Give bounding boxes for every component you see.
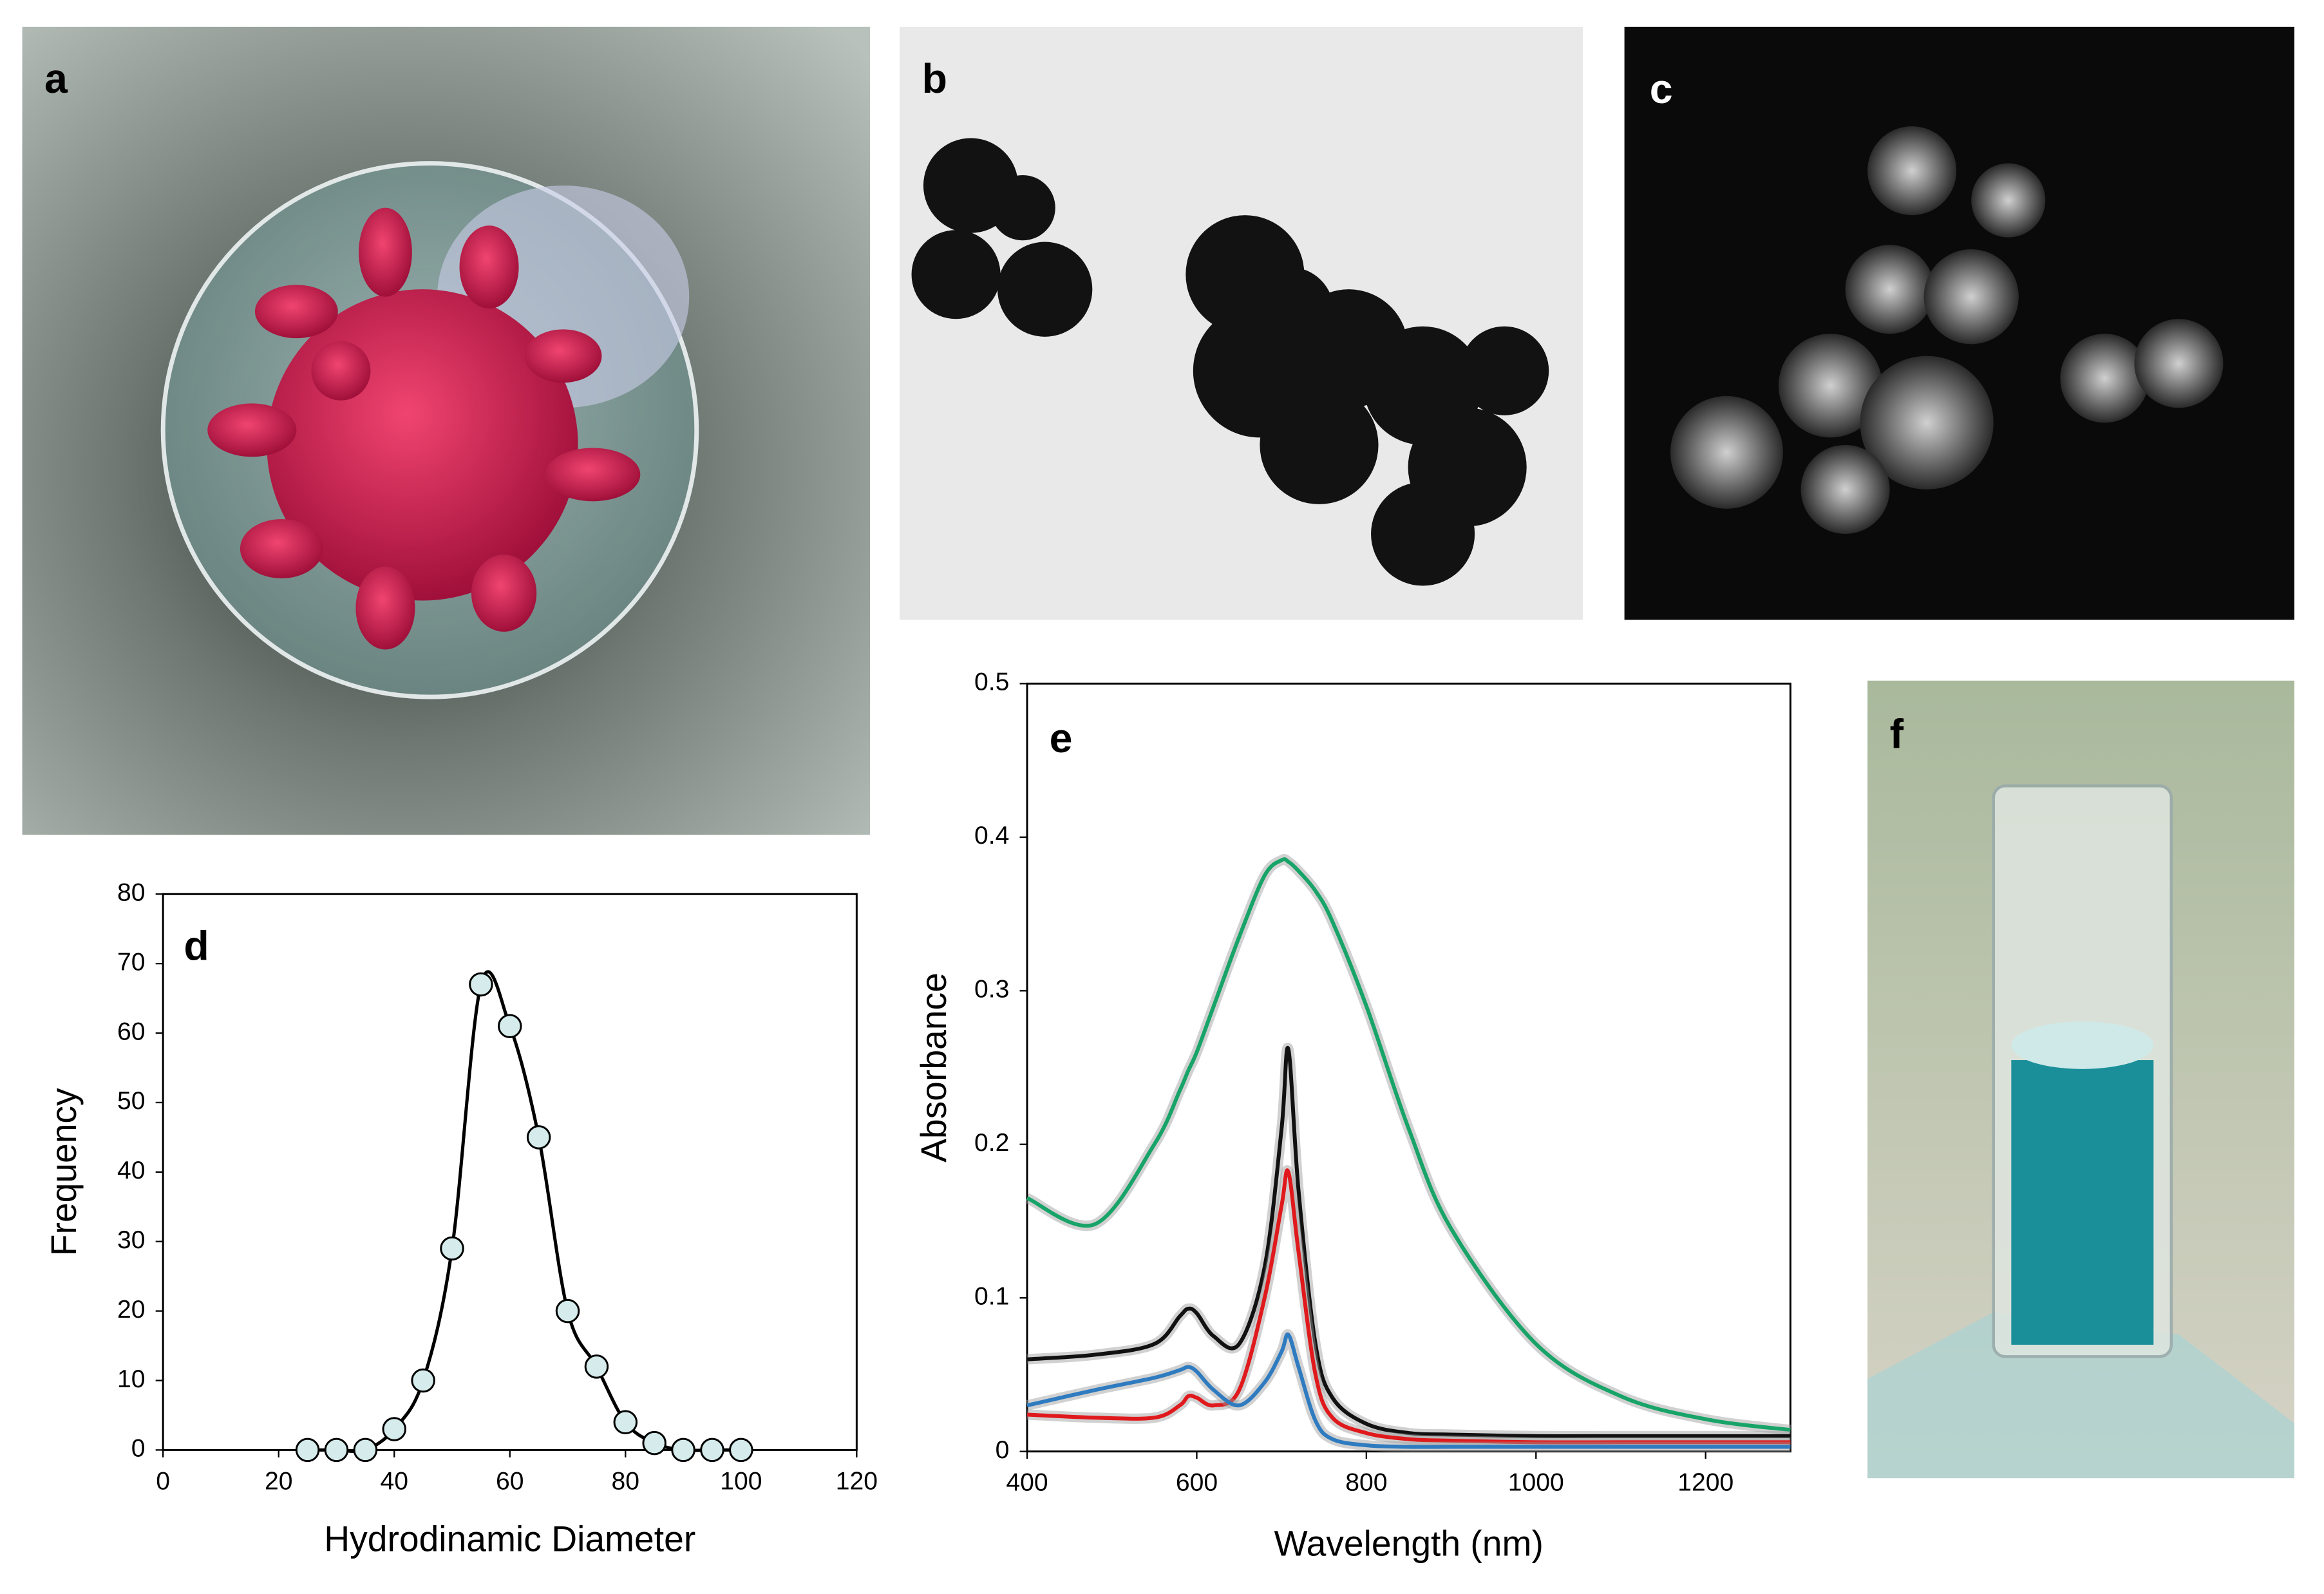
- series-line: [1026, 1332, 1791, 1449]
- point: [555, 1298, 580, 1324]
- x-tick-label: 0: [156, 1467, 170, 1495]
- y-tick-label: 0: [131, 1435, 146, 1463]
- x-tick-label: 400: [1006, 1469, 1048, 1497]
- point: [526, 1125, 551, 1150]
- plot-frame: [162, 893, 858, 1451]
- point: [700, 1437, 724, 1463]
- panel-letter: f: [1890, 710, 1904, 757]
- point: [613, 1410, 638, 1434]
- plot-frame: [1026, 682, 1791, 1453]
- point: [729, 1437, 753, 1463]
- panel-b-image: [900, 26, 1583, 620]
- series-line: [1026, 1168, 1791, 1445]
- x-tick-label: 800: [1345, 1469, 1387, 1497]
- y-axis-title: Absorbance: [914, 973, 954, 1162]
- y-tick-label: 0: [996, 1436, 1010, 1464]
- y-tick-label: 70: [117, 948, 146, 976]
- x-axis-title: Wavelength (nm): [1274, 1524, 1544, 1564]
- y-tick-label: 10: [117, 1365, 146, 1393]
- y-axis-title: Frequency: [44, 1088, 84, 1256]
- x-axis-title: Hydrodinamic Diameter: [324, 1519, 695, 1559]
- series-line: [1026, 857, 1791, 1432]
- y-tick-label: 50: [117, 1087, 146, 1115]
- y-tick-label: 40: [117, 1157, 146, 1184]
- series-line: [307, 970, 741, 1454]
- panel-c-image: [1624, 26, 2294, 620]
- y-tick-label: 30: [117, 1226, 146, 1254]
- point: [411, 1368, 435, 1393]
- point: [440, 1236, 464, 1261]
- line-halo: [1026, 1165, 1791, 1448]
- point: [353, 1437, 378, 1463]
- plot: 0 20 40 60 80 100 120 0 10 20 30 40 50 60 70 80 Hydrodin…: [44, 879, 878, 1559]
- x-tick-label: 120: [836, 1467, 878, 1495]
- y-tick-label: 20: [117, 1296, 146, 1324]
- y-tick-label: 80: [117, 879, 146, 907]
- y-tick-label: 60: [117, 1018, 146, 1045]
- y-tick-label: 0.1: [974, 1283, 1009, 1311]
- plot: 400 600 800 1000 1200 0 0.1 0.2 0.3 0.4 0.5 Wavelen…: [914, 669, 1791, 1564]
- x-tick-label: 40: [380, 1467, 408, 1495]
- y-tick-label: 0.4: [974, 822, 1009, 849]
- x-tick-label: 1200: [1677, 1469, 1734, 1497]
- panel-letter: c: [1650, 66, 1673, 112]
- point: [671, 1437, 695, 1463]
- panel-a-image: [22, 26, 871, 835]
- series-line: [1026, 1045, 1791, 1439]
- panel-f-image: [1867, 680, 2294, 1479]
- x-tick-label: 60: [496, 1467, 524, 1495]
- point: [498, 1014, 522, 1039]
- panel-letter: e: [1050, 715, 1073, 761]
- point: [382, 1417, 406, 1441]
- x-tick-label: 1000: [1508, 1469, 1564, 1497]
- x-tick-label: 600: [1176, 1469, 1218, 1497]
- panel-letter: d: [184, 922, 209, 969]
- point: [324, 1437, 349, 1463]
- y-tick-label: 0.5: [974, 669, 1009, 696]
- y-tick-label: 0.2: [974, 1129, 1009, 1157]
- panel-letter: b: [922, 55, 947, 102]
- point: [642, 1430, 666, 1456]
- panel-letter: a: [44, 55, 68, 102]
- x-tick-label: 20: [265, 1467, 293, 1495]
- point: [469, 972, 493, 997]
- y-tick-label: 0.3: [974, 976, 1009, 1003]
- x-tick-label: 80: [612, 1467, 640, 1495]
- point: [295, 1437, 320, 1463]
- x-tick-label: 100: [720, 1467, 762, 1495]
- point: [584, 1354, 609, 1379]
